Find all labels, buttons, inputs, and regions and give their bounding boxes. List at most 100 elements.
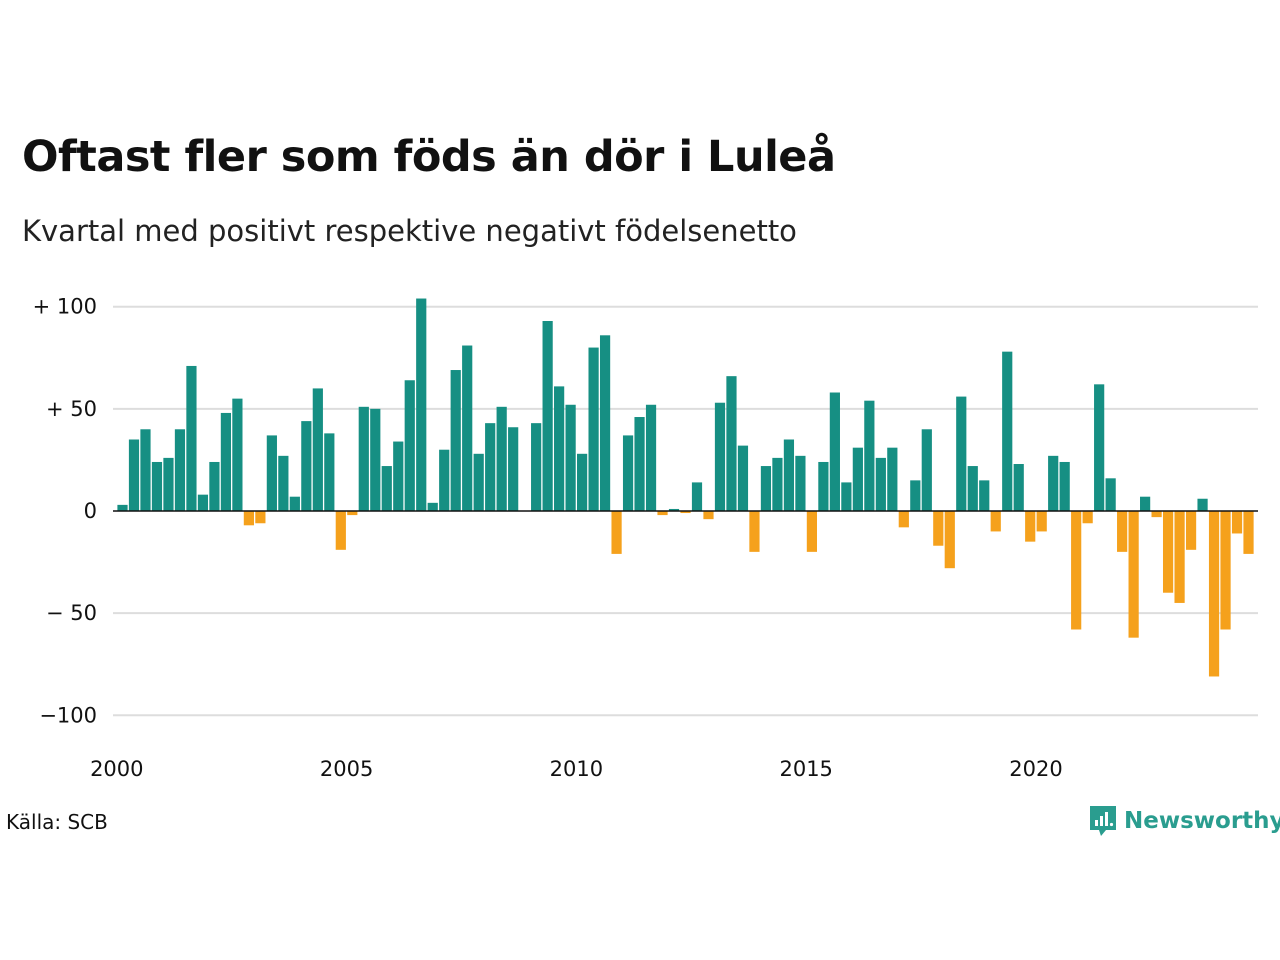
bar — [714, 402, 726, 511]
bar — [990, 511, 1001, 532]
bar — [1105, 478, 1116, 511]
bar — [473, 453, 484, 511]
bar — [726, 376, 737, 511]
bar — [1025, 511, 1036, 542]
bar — [1174, 511, 1185, 603]
bar — [875, 457, 886, 511]
bar — [393, 441, 404, 511]
bar — [462, 345, 473, 511]
y-tick-label: + 100 — [33, 295, 97, 319]
bar — [1036, 511, 1047, 532]
bar — [979, 480, 990, 512]
bar — [312, 388, 323, 511]
bar — [255, 511, 266, 524]
bar — [347, 511, 358, 516]
bar — [852, 447, 863, 511]
bar — [485, 423, 496, 511]
bar — [795, 455, 806, 511]
bar — [1117, 511, 1128, 552]
bar — [1128, 511, 1139, 638]
bar — [1048, 455, 1059, 511]
bar — [668, 508, 680, 511]
bar — [588, 347, 599, 511]
bar — [898, 511, 909, 528]
bar — [209, 461, 220, 511]
bar — [1071, 511, 1082, 630]
bar — [335, 511, 346, 550]
bar — [910, 480, 921, 512]
bar — [381, 466, 392, 511]
y-tick-label: + 50 — [46, 397, 97, 421]
bar — [301, 421, 312, 511]
x-tick-label: 2020 — [1009, 757, 1062, 781]
bar — [1094, 384, 1105, 511]
bar — [508, 427, 519, 511]
bar — [622, 435, 634, 511]
bar — [921, 429, 932, 511]
y-tick-label: 0 — [84, 499, 97, 523]
brand-name: Newsworthy — [1124, 808, 1280, 834]
bar — [1162, 511, 1174, 593]
bar — [416, 298, 427, 511]
bar — [496, 406, 507, 511]
brand-logo[interactable]: Newsworthy — [1088, 804, 1280, 838]
bar — [174, 429, 186, 511]
bar — [599, 335, 611, 511]
bar — [151, 461, 163, 511]
grid-lines — [113, 305, 1258, 717]
bar — [760, 466, 772, 511]
bar — [370, 408, 381, 511]
bar — [933, 511, 944, 546]
bar — [956, 396, 967, 511]
bar — [887, 447, 898, 511]
bar — [1059, 461, 1070, 511]
bar — [703, 511, 714, 520]
bar — [324, 433, 335, 511]
bar — [404, 380, 415, 511]
bar — [554, 386, 565, 511]
x-tick-label: 2005 — [320, 757, 373, 781]
bar — [1197, 498, 1208, 511]
x-tick-label: 2010 — [550, 757, 603, 781]
bar — [266, 435, 277, 511]
bars — [117, 298, 1254, 677]
bar — [565, 404, 576, 511]
bar — [691, 482, 703, 511]
bar — [1002, 351, 1013, 511]
bar — [542, 321, 553, 511]
y-tick-label: −100 — [39, 703, 97, 727]
bar — [749, 511, 760, 552]
bar — [829, 392, 840, 511]
bar — [818, 461, 829, 511]
bar — [1231, 511, 1243, 534]
bar — [634, 417, 645, 511]
x-tick-label: 2000 — [90, 757, 143, 781]
bar — [783, 439, 795, 512]
bar — [128, 439, 140, 512]
bar-chart: + 100 + 50 0 − 50 −100 2000 2005 2010 2015 2020 — [33, 295, 1258, 781]
bar — [439, 449, 450, 511]
bar — [289, 496, 300, 511]
bar — [772, 457, 783, 511]
bar — [1208, 511, 1220, 677]
y-tick-label: − 50 — [46, 601, 97, 625]
bar — [427, 502, 438, 511]
bar — [1220, 511, 1231, 630]
bar — [186, 365, 197, 511]
bar — [944, 511, 955, 569]
bar — [1140, 496, 1151, 511]
bar — [1151, 511, 1162, 518]
bar — [450, 370, 461, 511]
bar — [1185, 511, 1197, 550]
bar — [163, 457, 174, 511]
bar — [967, 466, 978, 511]
bar — [232, 398, 243, 511]
bar — [243, 511, 254, 526]
x-tick-label: 2015 — [779, 757, 832, 781]
source-note: Källa: SCB — [6, 810, 108, 834]
bar — [278, 455, 289, 511]
bar — [197, 494, 209, 511]
bar — [1013, 464, 1024, 511]
bar — [611, 511, 622, 554]
bar — [841, 482, 852, 511]
